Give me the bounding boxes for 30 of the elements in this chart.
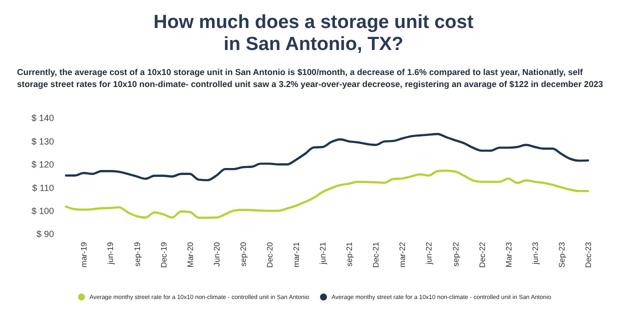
x-tick-label: Mar-20 — [186, 241, 195, 268]
y-tick-label: $ 140 — [31, 113, 54, 124]
x-tick-label: sep-22 — [451, 241, 460, 266]
x-tick-label: jun-22 — [424, 241, 434, 266]
x-tick-label: jun-19 — [106, 241, 116, 266]
x-tick-label: mar-19 — [80, 241, 89, 268]
line-series — [64, 132, 590, 182]
x-tick-label: Dec-22 — [478, 241, 487, 268]
chart-subtitle: Currently, the average cost of a 10x10 storage unit in San Antonio is $100/month, a decrease of 1.6% compared to last year, Nationatly, self storage street rates for 10x10 non-dimate- controlled unit saw a 3.2% year-over-year decreose, registering an avarage of $122 in december 2023 — [17, 67, 604, 89]
x-tick-label: jun-21 — [318, 241, 328, 266]
y-tick-label: $ 100 — [31, 206, 54, 216]
x-tick-label: Mar-23 — [504, 241, 514, 268]
line-series — [64, 170, 590, 219]
x-tick-label: Dec-20 — [265, 241, 274, 268]
chart-title: How much does a storage unit cost in San Antonio, TX? — [154, 12, 474, 55]
y-tick-label: $ 120 — [31, 160, 54, 170]
x-tick-label: Dec-23 — [584, 241, 593, 268]
x-tick-label: Sep-23 — [557, 241, 566, 268]
x-tick-label: sep-21 — [345, 241, 354, 266]
x-tick-label: mar-22 — [398, 241, 408, 268]
x-tick-label: Dec-19 — [159, 241, 168, 268]
x-tick-label: sep-20 — [238, 241, 248, 266]
x-tick-label: sep-19 — [132, 241, 142, 266]
x-tick-label: jun-23 — [530, 241, 540, 266]
y-tick-label: $ 90 — [36, 229, 54, 240]
y-tick-label: $ 130 — [31, 136, 54, 146]
y-tick-label: $ 110 — [32, 182, 54, 193]
x-tick-label: Dec-21 — [372, 241, 381, 268]
x-tick-label: Jun-20 — [212, 241, 222, 266]
x-tick-label: mar-21 — [292, 241, 302, 268]
